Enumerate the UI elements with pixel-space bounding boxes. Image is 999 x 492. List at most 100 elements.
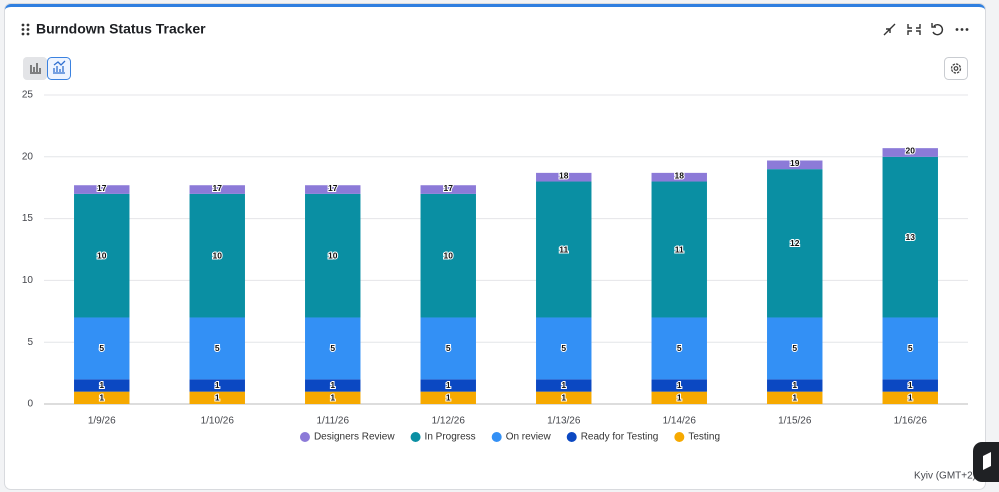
bar-segment xyxy=(536,391,592,404)
bar-segment xyxy=(189,379,245,392)
bar-segment xyxy=(536,379,592,392)
segment-label: 13 xyxy=(906,232,916,242)
segment-label: 5 xyxy=(792,343,797,353)
legend-marker xyxy=(410,432,421,442)
segment-label: 1 xyxy=(792,393,797,403)
bar-segment xyxy=(882,379,938,392)
segment-label: 1 xyxy=(561,380,566,390)
bar-segment xyxy=(767,169,823,318)
segment-label: 10 xyxy=(97,250,107,260)
help-widget-icon xyxy=(983,452,991,470)
total-label: 18 xyxy=(675,170,685,180)
bar-segment xyxy=(536,181,592,318)
segment-label: 5 xyxy=(99,343,104,353)
gear-center xyxy=(953,66,959,71)
legend-label: In Progress xyxy=(425,432,476,443)
bar-segment xyxy=(74,391,130,404)
y-tick-label: 25 xyxy=(22,90,34,101)
x-tick-label: 1/10/26 xyxy=(201,416,235,427)
segment-label: 1 xyxy=(677,380,682,390)
bar-segment xyxy=(882,156,938,318)
segment-label: 1 xyxy=(908,380,913,390)
bar-segment xyxy=(651,391,707,404)
total-label: 17 xyxy=(97,183,107,193)
segment-label: 5 xyxy=(330,343,335,353)
bar-segment xyxy=(74,193,130,318)
total-label: 18 xyxy=(559,170,569,180)
refresh-icon[interactable] xyxy=(931,23,944,36)
legend-label: Ready for Testing xyxy=(581,432,659,443)
total-label: 20 xyxy=(906,146,916,156)
legend-marker xyxy=(491,432,502,442)
total-label: 19 xyxy=(790,158,800,168)
bar-segment xyxy=(189,185,245,194)
x-tick-label: 1/11/26 xyxy=(316,416,349,427)
widget-title: Burndown Status Tracker xyxy=(36,21,206,37)
bar-segment xyxy=(420,379,476,392)
collapse-icon[interactable] xyxy=(907,24,921,35)
bar-segment xyxy=(74,185,130,194)
segment-label: 12 xyxy=(790,238,800,248)
bar-segment xyxy=(767,317,823,380)
settings-button[interactable] xyxy=(944,57,968,80)
bar-segment xyxy=(420,391,476,404)
combo-icon xyxy=(53,60,66,74)
segment-label: 1 xyxy=(99,380,104,390)
x-tick-label: 1/14/26 xyxy=(663,416,697,427)
bar-segment xyxy=(74,379,130,392)
bar-segment xyxy=(882,317,938,380)
y-tick-label: 10 xyxy=(22,275,34,286)
segment-label: 1 xyxy=(215,380,220,390)
segment-label: 1 xyxy=(446,380,451,390)
segment-label: 1 xyxy=(330,393,335,403)
bar-segment xyxy=(651,181,707,318)
bar-segment xyxy=(305,379,361,392)
bar-segment xyxy=(882,148,938,157)
gear-icon xyxy=(950,63,962,74)
segment-label: 10 xyxy=(328,250,338,260)
legend-marker xyxy=(566,432,577,442)
segment-label: 1 xyxy=(792,380,797,390)
segment-label: 1 xyxy=(677,393,682,403)
bar-segment xyxy=(420,317,476,380)
total-label: 17 xyxy=(444,183,454,193)
bar-segment xyxy=(420,185,476,194)
segment-label: 11 xyxy=(559,244,568,254)
bar-icon xyxy=(30,63,41,74)
bar-segment xyxy=(305,391,361,404)
segment-label: 1 xyxy=(330,380,335,390)
bar-segment xyxy=(767,160,823,170)
segment-label: 1 xyxy=(99,393,104,403)
legend-label: Testing xyxy=(688,432,720,443)
shrink-icon[interactable] xyxy=(883,23,896,36)
legend-marker xyxy=(299,432,310,442)
bar-segment xyxy=(536,172,592,182)
segment-label: 1 xyxy=(908,393,913,403)
bar-segment xyxy=(189,193,245,318)
segment-label: 5 xyxy=(908,343,913,353)
drag-handle[interactable] xyxy=(21,23,30,36)
legend-label: Designers Review xyxy=(314,432,395,443)
combo-view-button[interactable] xyxy=(47,57,71,80)
total-label: 17 xyxy=(328,183,338,193)
bar-segment xyxy=(651,379,707,392)
x-tick-label: 1/9/26 xyxy=(88,416,116,427)
y-tick-label: 20 xyxy=(22,151,34,162)
bar-view-button[interactable] xyxy=(23,57,47,80)
total-label: 17 xyxy=(213,183,223,193)
more-icon[interactable] xyxy=(955,28,969,31)
bar-segment xyxy=(651,172,707,182)
x-tick-label: 1/12/26 xyxy=(432,416,466,427)
x-tick-label: 1/15/26 xyxy=(778,416,812,427)
segment-label: 11 xyxy=(675,244,684,254)
bar-segment xyxy=(767,379,823,392)
bar-segment xyxy=(767,391,823,404)
timezone-label: Kyiv (GMT+2) xyxy=(914,471,976,482)
segment-label: 1 xyxy=(215,393,220,403)
segment-label: 5 xyxy=(215,343,220,353)
bar-segment xyxy=(74,317,130,380)
y-tick-label: 5 xyxy=(27,337,33,348)
segment-label: 5 xyxy=(677,343,682,353)
y-tick-label: 0 xyxy=(27,399,33,410)
